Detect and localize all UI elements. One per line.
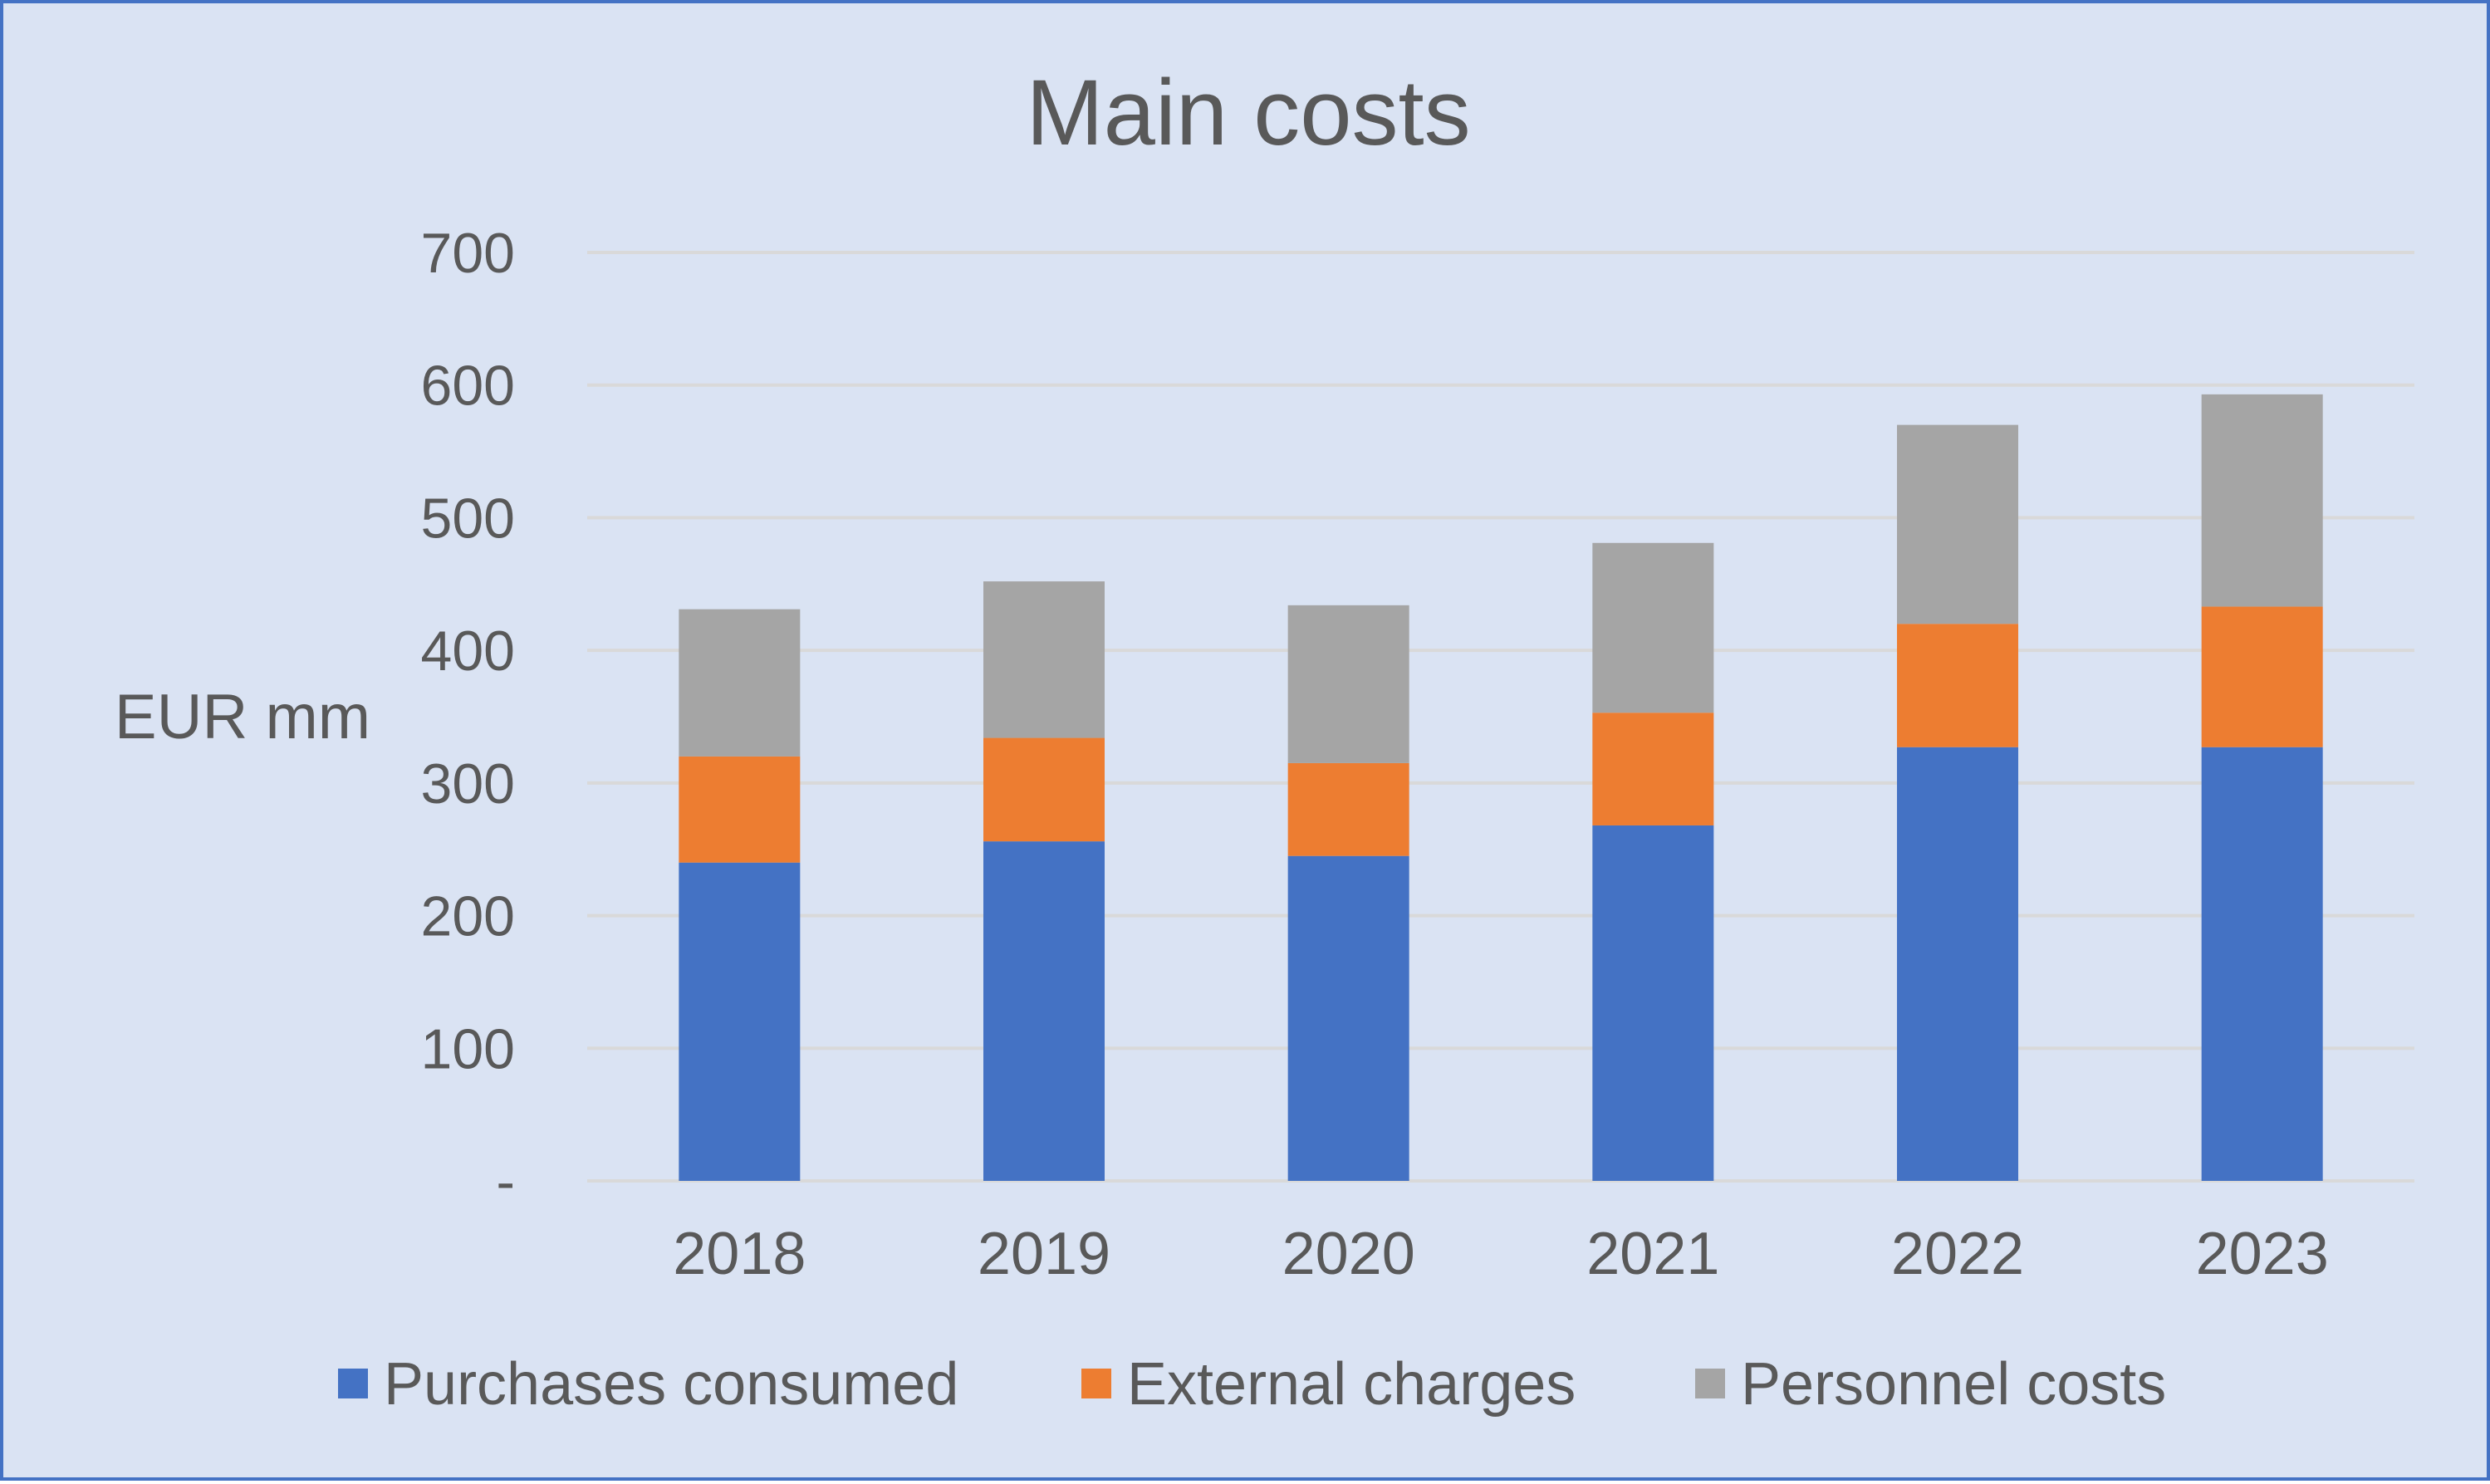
axes: - 100 200 300 400 500 600 700 2018 2019 2020 2021 20… — [421, 222, 2329, 1287]
legend: Purchases consumed External charges Person… — [338, 1351, 2166, 1418]
bar-2022-personnel-costs — [1897, 424, 2018, 624]
bar-2021-personnel-costs — [1592, 542, 1714, 713]
bar-2021-external-charges — [1592, 713, 1714, 825]
y-tick-label-0: - — [496, 1150, 515, 1213]
y-tick-label-700: 700 — [421, 222, 515, 285]
x-tick-label-2023: 2023 — [2196, 1221, 2329, 1287]
gridlines — [587, 251, 2414, 1183]
legend-swatch-personnel-costs — [1695, 1369, 1725, 1398]
bar-2023-purchases-consumed — [2201, 747, 2323, 1181]
y-tick-label-400: 400 — [421, 620, 515, 683]
y-tick-label-300: 300 — [421, 752, 515, 815]
bar-2018-external-charges — [679, 756, 801, 863]
chart-title: Main costs — [1026, 61, 1470, 164]
x-tick-label-2020: 2020 — [1282, 1221, 1415, 1287]
bar-2018-personnel-costs — [679, 609, 801, 757]
y-tick-label-600: 600 — [421, 355, 515, 418]
bar-2022-purchases-consumed — [1897, 747, 2018, 1181]
x-tick-label-2018: 2018 — [673, 1221, 806, 1287]
bar-2020-personnel-costs — [1287, 605, 1409, 763]
bar-2020-external-charges — [1287, 762, 1409, 856]
bar-2019-purchases-consumed — [983, 841, 1105, 1181]
y-tick-label-100: 100 — [421, 1017, 515, 1080]
x-tick-label-2022: 2022 — [1891, 1221, 2024, 1287]
bar-2021-purchases-consumed — [1592, 825, 1714, 1181]
main-costs-chart: - 100 200 300 400 500 600 700 2018 2019 2020 2021 20… — [115, 61, 2414, 1418]
y-tick-label-500: 500 — [421, 487, 515, 550]
bars — [679, 394, 2323, 1181]
bar-2019-external-charges — [983, 737, 1105, 842]
y-axis-label: EUR mm — [115, 682, 370, 752]
x-tick-label-2019: 2019 — [978, 1221, 1110, 1287]
bar-2019-personnel-costs — [983, 581, 1105, 738]
legend-label-external-charges: External charges — [1127, 1351, 1576, 1418]
bar-2023-personnel-costs — [2201, 394, 2323, 607]
bar-2022-external-charges — [1897, 624, 2018, 747]
bar-2020-purchases-consumed — [1287, 855, 1409, 1181]
bar-2018-purchases-consumed — [679, 862, 801, 1181]
bar-2023-external-charges — [2201, 606, 2323, 747]
legend-label-purchases-consumed: Purchases consumed — [384, 1351, 958, 1418]
legend-swatch-external-charges — [1081, 1369, 1111, 1398]
y-tick-label-200: 200 — [421, 885, 515, 948]
x-tick-label-2021: 2021 — [1586, 1221, 1719, 1287]
legend-label-personnel-costs: Personnel costs — [1741, 1351, 2166, 1418]
legend-swatch-purchases-consumed — [338, 1369, 368, 1398]
